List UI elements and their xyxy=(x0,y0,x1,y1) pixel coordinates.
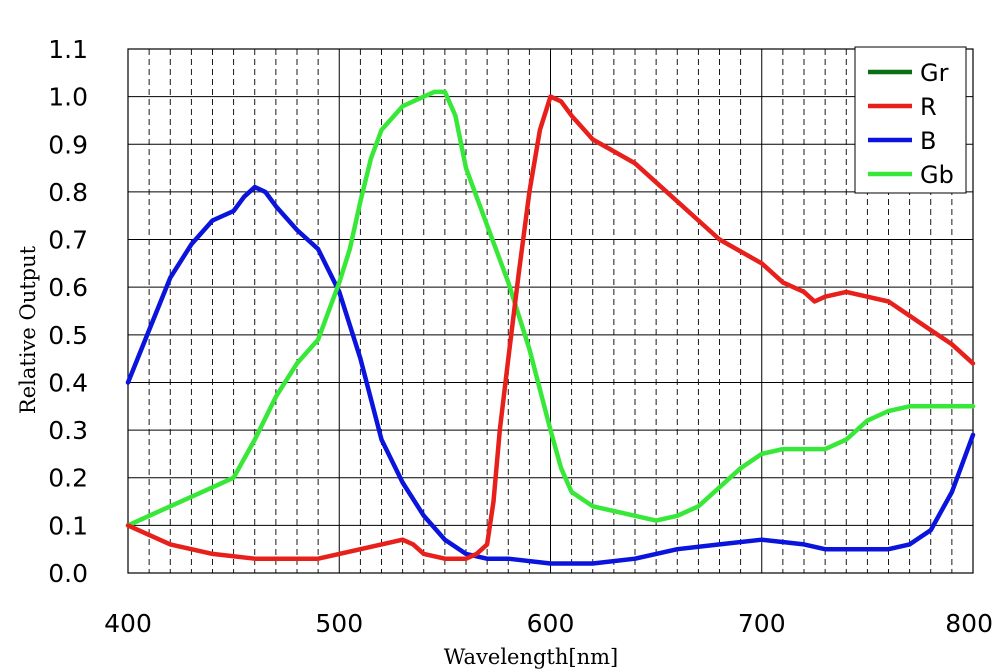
y-axis-title: Relative Output xyxy=(16,245,40,414)
legend: Gr RB Gb xyxy=(854,46,967,194)
y-tick-labels: 0.0 0.1 0.2 0.3 0.4 0.5 0.6 0.7 0.8 0.9 1.0 1.1 xyxy=(48,35,88,588)
x-tick-label: 400 xyxy=(104,609,152,638)
legend-label-r: R xyxy=(920,93,937,121)
y-tick-label: 0.4 xyxy=(48,368,88,397)
series-line-b xyxy=(125,184,976,566)
y-tick-label: 0.0 xyxy=(48,559,88,588)
legend-label-gr: Gr xyxy=(920,59,949,87)
y-tick-label: 0.9 xyxy=(48,130,88,159)
legend-label-gb: Gb xyxy=(920,161,954,189)
minor-grid xyxy=(148,49,953,573)
plot-frame xyxy=(127,48,974,574)
x-tick-label: 600 xyxy=(527,609,575,638)
series-lines xyxy=(125,89,976,566)
y-tick-label: 0.2 xyxy=(48,464,88,493)
y-tick-label: 1.1 xyxy=(48,35,88,64)
legend-label-b: B xyxy=(920,127,936,155)
x-axis-title: Wavelength[nm] xyxy=(444,645,618,669)
series-line-gb xyxy=(125,89,976,528)
series-line-r xyxy=(125,94,976,561)
x-tick-label: 800 xyxy=(945,609,993,638)
y-tick-label: 0.1 xyxy=(48,511,88,540)
y-tick-label: 0.5 xyxy=(48,321,88,350)
y-tick-label: 0.8 xyxy=(48,178,88,207)
y-tick-label: 1.0 xyxy=(48,83,88,112)
x-tick-label: 500 xyxy=(315,609,363,638)
y-tick-label: 0.6 xyxy=(48,273,88,302)
y-tick-label: 0.3 xyxy=(48,416,88,445)
x-tick-label: 700 xyxy=(738,609,786,638)
x-tick-labels: 400 500 600 700 800 xyxy=(104,609,993,638)
y-tick-label: 0.7 xyxy=(48,226,88,255)
